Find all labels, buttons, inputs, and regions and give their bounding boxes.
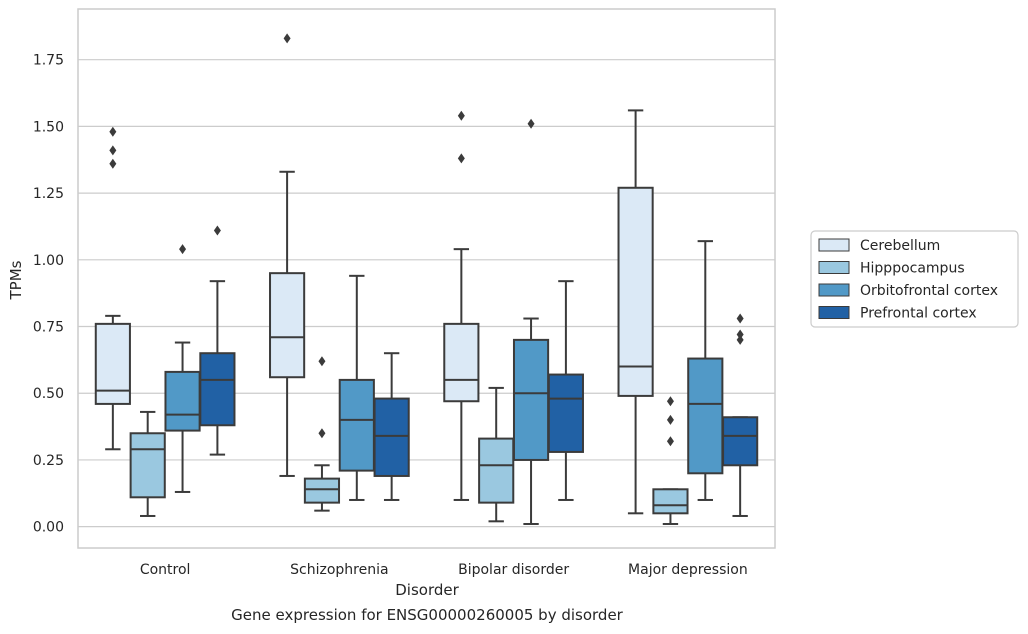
box-cerebellum xyxy=(94,126,131,451)
x-tick-label: Major depression xyxy=(628,562,748,578)
outlier-point xyxy=(109,126,117,137)
box-iqr xyxy=(303,477,341,504)
y-tick-label: 0.50 xyxy=(33,386,64,402)
box-prefrontal-cortex xyxy=(722,313,759,517)
y-tick-labels: 0.00 0.25 0.50 0.75 1.00 1.25 1.50 1.75 xyxy=(33,53,64,536)
y-tick-label: 1.25 xyxy=(33,186,64,202)
legend-swatch xyxy=(818,238,850,252)
outlier-point xyxy=(527,118,535,129)
legend-swatch xyxy=(818,306,850,319)
y-tick-label: 1.50 xyxy=(33,119,64,135)
box-cerebellum xyxy=(269,33,306,477)
outlier-point xyxy=(179,244,187,255)
outlier-point xyxy=(457,153,465,164)
y-tick-label: 1.75 xyxy=(33,53,64,69)
outlier-point xyxy=(109,158,117,169)
box-hipppocampus xyxy=(478,386,515,523)
box-iqr xyxy=(373,397,410,477)
box-hipppocampus xyxy=(652,396,689,525)
box-iqr xyxy=(94,322,131,405)
x-tick-label: Control xyxy=(140,562,191,578)
box-iqr xyxy=(478,437,515,504)
box-prefrontal-cortex xyxy=(373,352,410,501)
outlier-point xyxy=(109,145,117,156)
legend: Cerebellum Hipppocampus Orbitofrontal cort… xyxy=(810,230,1019,328)
outlier-point xyxy=(736,329,744,340)
box-cerebellum xyxy=(443,110,480,501)
figure-caption: Gene expression for ENSG00000260005 by d… xyxy=(231,606,623,624)
plot-frame xyxy=(77,8,776,549)
outlier-point xyxy=(213,225,221,236)
box-hipppocampus xyxy=(303,356,341,512)
legend-label: Orbitofrontal cortex xyxy=(860,283,998,299)
y-tick-label: 0.75 xyxy=(33,320,64,336)
box-iqr xyxy=(269,272,306,379)
outlier-point xyxy=(666,436,674,447)
box-hipppocampus xyxy=(129,410,166,517)
box-prefrontal-cortex xyxy=(547,280,584,501)
legend-swatch xyxy=(818,261,850,274)
box-orbitofrontal-cortex xyxy=(164,244,201,493)
x-tick-label: Bipolar disorder xyxy=(458,562,569,578)
legend-label: Hipppocampus xyxy=(860,261,965,277)
legend-label: Prefrontal cortex xyxy=(860,306,977,322)
outlier-point xyxy=(318,428,326,439)
outlier-point xyxy=(736,313,744,324)
y-tick-label: 0.25 xyxy=(33,453,64,469)
x-tick-labels: Control Schizophrenia Bipolar disorder Majo… xyxy=(140,562,748,578)
legend-label: Cerebellum xyxy=(860,238,940,254)
box-iqr xyxy=(617,186,654,397)
box-cerebellum xyxy=(617,109,654,515)
outlier-point xyxy=(318,356,326,367)
legend-frame xyxy=(810,230,1019,328)
box-orbitofrontal-cortex xyxy=(687,240,724,501)
box-iqr xyxy=(722,416,759,467)
box-orbitofrontal-cortex xyxy=(338,274,375,501)
legend-swatch xyxy=(818,283,850,297)
box-iqr xyxy=(547,373,584,453)
outlier-point xyxy=(457,110,465,121)
box-iqr xyxy=(443,322,480,403)
outlier-point xyxy=(283,33,291,44)
box-prefrontal-cortex xyxy=(199,225,236,456)
outlier-point xyxy=(666,396,674,407)
y-axis-label: TPMs xyxy=(7,260,25,300)
x-axis-label: Disorder xyxy=(395,581,459,599)
box-iqr xyxy=(199,352,236,427)
box-iqr xyxy=(338,378,375,472)
box-iqr xyxy=(512,338,550,461)
box-iqr xyxy=(129,432,166,499)
box-iqr xyxy=(164,370,201,432)
box-orbitofrontal-cortex xyxy=(512,118,550,525)
box-iqr xyxy=(652,488,689,515)
outlier-point xyxy=(666,414,674,425)
y-tick-label: 1.00 xyxy=(33,253,64,269)
box-iqr xyxy=(687,357,724,475)
boxes xyxy=(94,33,759,525)
x-tick-label: Schizophrenia xyxy=(290,562,388,578)
outlier-point xyxy=(736,334,744,345)
y-tick-label: 0.00 xyxy=(33,520,64,536)
